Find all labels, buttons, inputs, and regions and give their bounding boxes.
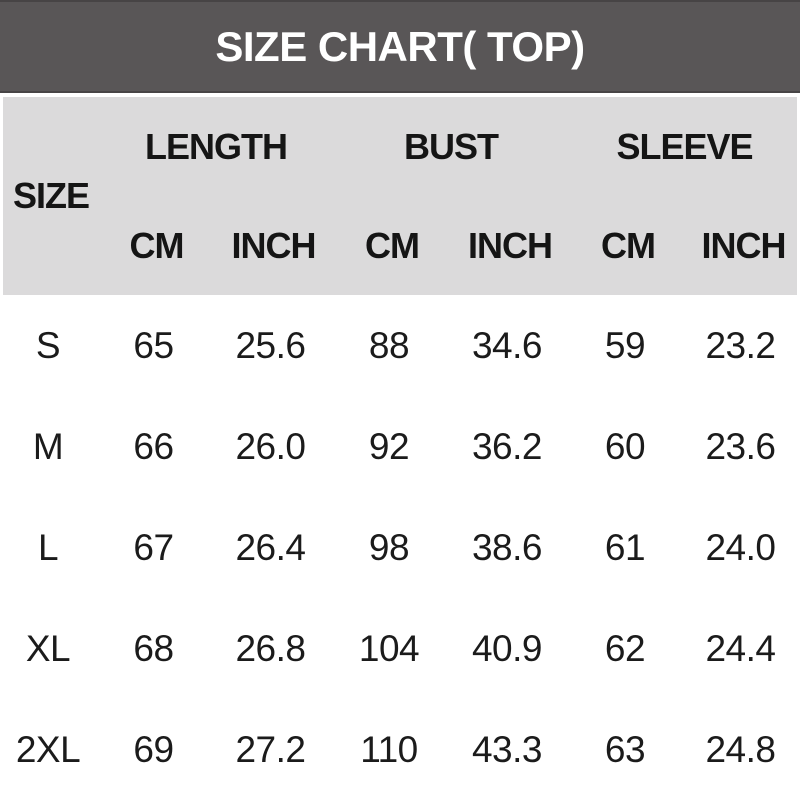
- bust-inch-value: 43.3: [471, 728, 543, 770]
- length-cm-value: 66: [133, 425, 174, 467]
- length-cm-value: 68: [133, 627, 174, 669]
- group-header-bust: BUST: [333, 97, 569, 196]
- size-label: S: [35, 324, 61, 366]
- length-inch-value: 26.8: [235, 627, 306, 669]
- group-header-sleeve-label: SLEEVE: [616, 125, 753, 167]
- table-header: SIZE LENGTH BUST SLEEVE CM INCH CM INCH …: [3, 97, 797, 295]
- length-inch-value: 26.4: [235, 526, 306, 568]
- subheader-sleeve-inch-label: INCH: [701, 224, 787, 266]
- length-inch-value: 25.6: [235, 324, 306, 366]
- subheader-sleeve-cm: CM: [569, 196, 687, 295]
- size-column-header: SIZE: [3, 97, 99, 295]
- sleeve-cm-value: 59: [604, 324, 646, 366]
- subheader-length-inch: INCH: [214, 196, 333, 295]
- sleeve-cm-value: 60: [604, 425, 646, 467]
- bust-cm-value: 88: [368, 324, 410, 366]
- size-label: 2XL: [15, 728, 81, 770]
- table-row-m: M 66 26.0 92 36.2 60 23.6: [0, 396, 800, 497]
- sleeve-cm-value: 62: [604, 627, 646, 669]
- group-header-sleeve: SLEEVE: [569, 97, 800, 196]
- table-row-s: S 65 25.6 88 34.6 59 23.2: [0, 295, 800, 396]
- length-cm-value: 69: [133, 728, 174, 770]
- bust-inch-value: 40.9: [471, 627, 543, 669]
- subheader-sleeve-cm-label: CM: [601, 224, 656, 266]
- length-inch-value: 27.2: [235, 728, 306, 770]
- bust-cm-value: 92: [368, 425, 410, 467]
- bust-inch-value: 34.6: [471, 324, 543, 366]
- sleeve-inch-value: 24.0: [705, 526, 776, 568]
- subheader-length-cm-label: CM: [129, 224, 185, 266]
- group-header-length-label: LENGTH: [145, 125, 288, 167]
- size-label: L: [37, 526, 59, 568]
- table-body: S 65 25.6 88 34.6 59 23.2 M 66 26.0 92 3…: [0, 295, 800, 800]
- subheader-bust-cm: CM: [333, 196, 451, 295]
- subheader-bust-cm-label: CM: [365, 224, 420, 266]
- size-label: M: [32, 425, 64, 467]
- size-label: XL: [25, 627, 71, 669]
- chart-title-bar: SIZE CHART( TOP): [0, 0, 800, 93]
- bust-cm-value: 98: [368, 526, 410, 568]
- title-separator: [0, 93, 800, 97]
- subheader-bust-inch-label: INCH: [468, 224, 553, 266]
- bust-inch-value: 36.2: [471, 425, 543, 467]
- table-row-2xl: 2XL 69 27.2 110 43.3 63 24.8: [0, 699, 800, 800]
- length-cm-value: 65: [133, 324, 174, 366]
- group-header-bust-label: BUST: [404, 125, 499, 167]
- sleeve-inch-value: 24.8: [705, 728, 776, 770]
- table-row-l: L 67 26.4 98 38.6 61 24.0: [0, 497, 800, 598]
- size-column-label: SIZE: [12, 175, 90, 216]
- bust-inch-value: 38.6: [471, 526, 543, 568]
- sleeve-inch-value: 23.6: [705, 425, 776, 467]
- chart-title: SIZE CHART( TOP): [215, 22, 585, 70]
- sleeve-cm-value: 63: [604, 728, 646, 770]
- subheader-length-cm: CM: [99, 196, 214, 295]
- length-cm-value: 67: [133, 526, 174, 568]
- table-row-xl: XL 68 26.8 104 40.9 62 24.4: [0, 598, 800, 699]
- sleeve-cm-value: 61: [604, 526, 646, 568]
- bust-cm-value: 104: [358, 627, 420, 669]
- subheader-sleeve-inch: INCH: [687, 196, 800, 295]
- group-header-length: LENGTH: [99, 97, 333, 196]
- subheader-length-inch-label: INCH: [231, 224, 317, 266]
- sleeve-inch-value: 24.4: [705, 627, 776, 669]
- sleeve-inch-value: 23.2: [705, 324, 776, 366]
- subheader-bust-inch: INCH: [451, 196, 569, 295]
- bust-cm-value: 110: [360, 728, 418, 770]
- length-inch-value: 26.0: [235, 425, 306, 467]
